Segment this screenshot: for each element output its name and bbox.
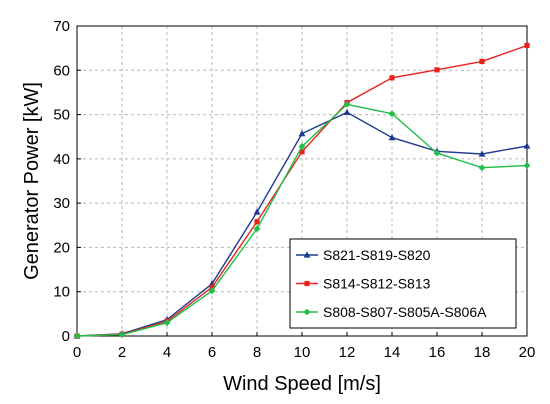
legend-label: S808-S807-S805A-S806A: [323, 304, 487, 320]
data-point: [163, 319, 171, 327]
y-tick-label: 10: [53, 284, 70, 301]
data-point: [388, 110, 396, 118]
data-point: [253, 208, 261, 215]
data-point: [523, 142, 531, 149]
data-point: [434, 67, 440, 73]
x-tick-label: 6: [208, 344, 216, 361]
y-tick-label: 20: [53, 239, 70, 256]
x-tick-label: 2: [118, 344, 126, 361]
y-tick-label: 30: [53, 195, 70, 212]
y-axis-ticks: 0 10 20 30 40 50 60 70: [53, 18, 81, 345]
legend-item: S808-S807-S805A-S806A: [296, 304, 487, 320]
data-point: [209, 284, 215, 290]
data-point: [299, 149, 305, 155]
data-point: [298, 143, 306, 150]
x-tick-label: 8: [253, 344, 261, 361]
y-axis-title: Generator Power [kW]: [21, 82, 43, 280]
series-3: [73, 100, 531, 340]
data-point: [479, 58, 485, 65]
legend-label: S821-S819-S820: [323, 247, 431, 263]
legend-item: S814-S812-S813: [296, 276, 431, 292]
data-point: [343, 100, 351, 108]
legend-box: [289, 238, 517, 329]
data-point: [298, 130, 306, 137]
data-point: [208, 287, 216, 295]
data-point: [343, 108, 351, 115]
data-point: [254, 219, 260, 225]
legend-marker: [303, 308, 311, 316]
data-point: [253, 225, 261, 233]
data-point: [73, 332, 81, 340]
legend: S821-S819-S820 S814-S812-S813 S808-S807-S8…: [289, 238, 517, 329]
x-tick-label: 14: [384, 344, 401, 361]
x-tick-label: 4: [163, 344, 171, 361]
x-tick-label: 16: [429, 344, 446, 361]
x-tick-label: 0: [73, 344, 81, 361]
x-tick-label: 20: [519, 344, 536, 361]
x-axis-title: Wind Speed [m/s]: [223, 373, 381, 395]
legend-label: S814-S812-S813: [323, 276, 431, 292]
data-point: [118, 331, 126, 339]
y-tick-label: 40: [53, 151, 70, 168]
y-tick-label: 0: [62, 328, 70, 345]
legend-item: S821-S819-S820: [296, 247, 431, 263]
y-tick-label: 70: [53, 18, 70, 35]
data-point: [389, 75, 395, 81]
data-point: [433, 149, 441, 157]
data-point: [524, 42, 530, 49]
x-tick-label: 10: [294, 344, 311, 361]
y-tick-label: 60: [53, 62, 70, 79]
legend-marker: [304, 280, 310, 287]
x-tick-label: 12: [339, 344, 356, 361]
legend-marker: [303, 251, 311, 258]
y-tick-label: 50: [53, 107, 70, 124]
data-point: [523, 162, 531, 169]
data-point: [388, 134, 396, 141]
data-point: [478, 164, 486, 172]
series-layer: [73, 42, 531, 340]
x-tick-label: 18: [474, 344, 491, 361]
data-point: [478, 150, 486, 157]
